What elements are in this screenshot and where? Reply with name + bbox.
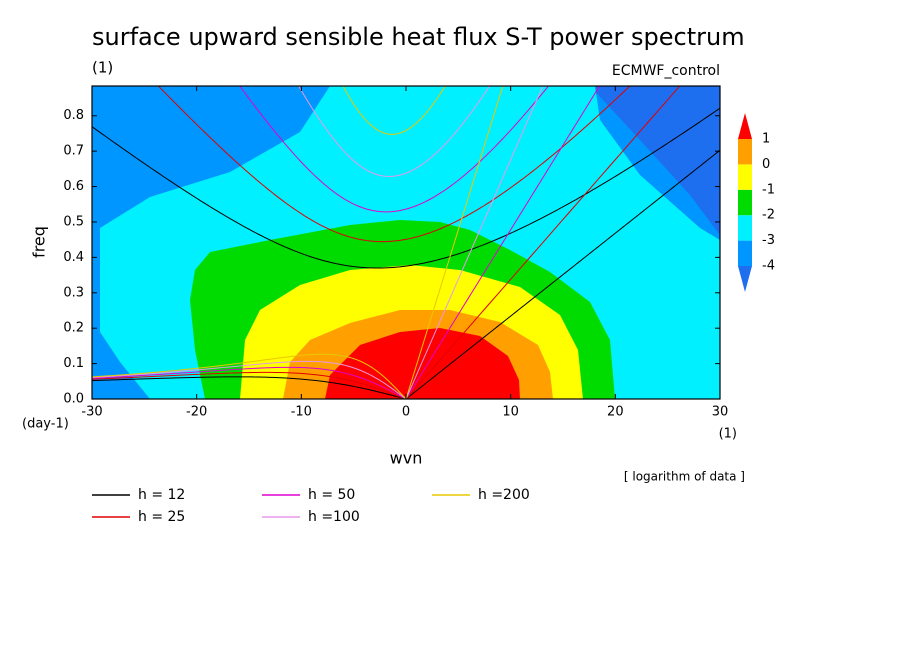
colorbar-box bbox=[738, 189, 752, 216]
colorbar-label: 1 bbox=[762, 132, 770, 147]
y-tick-label: 0.4 bbox=[63, 250, 84, 265]
x-unit: (1) bbox=[719, 427, 737, 442]
colorbar-box bbox=[738, 240, 752, 266]
y-tick-label: 0.1 bbox=[63, 356, 84, 371]
x-tick-label: 20 bbox=[607, 405, 624, 420]
dispersion-curve bbox=[92, 376, 407, 399]
colorbar-box bbox=[738, 215, 752, 241]
legend-label: h =200 bbox=[478, 487, 530, 503]
dispersion-curve bbox=[405, 86, 681, 399]
colorbar-label: -2 bbox=[762, 208, 775, 223]
contour-region bbox=[325, 328, 520, 399]
subtitle: (1) bbox=[92, 59, 113, 77]
legend-label: h = 50 bbox=[308, 487, 355, 503]
y-tick-label: 0.5 bbox=[63, 214, 84, 229]
dispersion-curve bbox=[92, 371, 407, 399]
y-tick-label: 0.6 bbox=[63, 179, 84, 194]
colorbar-label: -4 bbox=[762, 259, 775, 274]
dispersion-curve bbox=[342, 86, 446, 135]
note: [ logarithm of data ] bbox=[624, 470, 745, 484]
annotation: ECMWF_control bbox=[612, 63, 720, 79]
x-tick-label: 30 bbox=[712, 405, 729, 420]
legend-label: h = 12 bbox=[138, 487, 185, 503]
dispersion-curve bbox=[239, 86, 550, 213]
y-axis-label: freq bbox=[30, 226, 49, 258]
dispersion-curve bbox=[298, 86, 491, 177]
x-axis-label: wvn bbox=[390, 449, 423, 468]
y-tick-label: 0.8 bbox=[63, 108, 84, 123]
dispersion-curve bbox=[92, 360, 407, 399]
dispersion-curve bbox=[405, 86, 544, 399]
legend-label: h =100 bbox=[308, 509, 360, 525]
dispersion-curve bbox=[157, 86, 631, 243]
colorbar-label: -3 bbox=[762, 233, 775, 248]
legend-label: h = 25 bbox=[138, 509, 185, 525]
x-tick-label: 10 bbox=[502, 405, 519, 420]
x-tick-label: 0 bbox=[402, 405, 410, 420]
contour-fills bbox=[92, 86, 720, 399]
dispersion-curve bbox=[92, 366, 407, 399]
colorbar-box bbox=[738, 139, 752, 165]
dispersion-curve bbox=[92, 353, 407, 399]
colorbar-box bbox=[738, 164, 752, 190]
dispersion-curves bbox=[92, 86, 720, 399]
colorbar-arrow bbox=[738, 266, 752, 292]
y-tick-label: 0.3 bbox=[63, 285, 84, 300]
dispersion-curve bbox=[405, 86, 504, 399]
dispersion-curve bbox=[405, 86, 601, 399]
colorbar-arrow bbox=[738, 113, 752, 139]
dispersion-curve bbox=[405, 149, 720, 399]
dispersion-curve bbox=[92, 107, 720, 269]
y-tick-label: 0.7 bbox=[63, 144, 84, 159]
colorbar-label: -1 bbox=[762, 182, 775, 197]
y-tick-label: 0.2 bbox=[63, 321, 84, 336]
y-unit: (day-1) bbox=[22, 417, 69, 432]
y-tick-label: 0.0 bbox=[63, 392, 84, 407]
colorbar-label: 0 bbox=[762, 157, 770, 172]
x-tick-label: -20 bbox=[186, 405, 207, 420]
chart-title: surface upward sensible heat flux S-T po… bbox=[92, 23, 745, 51]
x-tick-label: -30 bbox=[81, 405, 102, 420]
x-tick-label: -10 bbox=[291, 405, 312, 420]
